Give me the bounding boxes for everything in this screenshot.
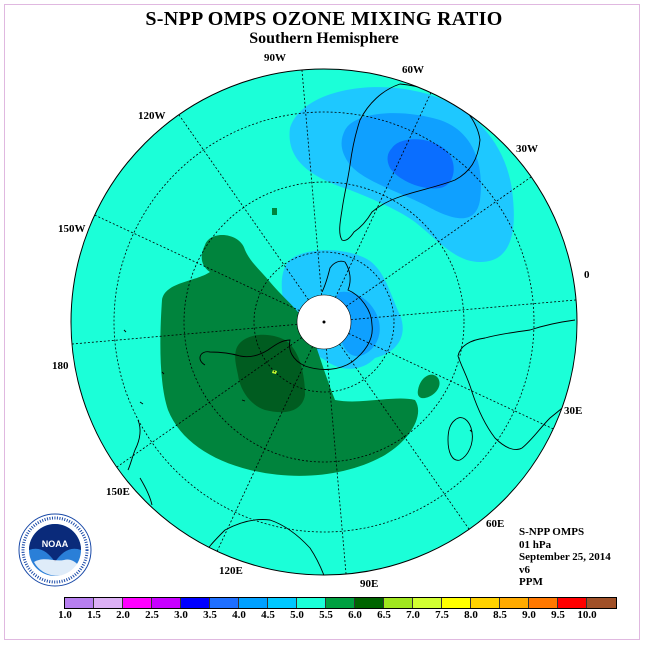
info-date: September 25, 2014 [519,551,611,563]
colorbar-swatch [587,598,616,608]
colorbar-tick-label: 3.5 [203,609,217,621]
colorbar-tick-label: 6.5 [377,609,391,621]
colorbar-swatch [268,598,297,608]
page-subtitle: Southern Hemisphere [249,30,399,47]
lon-label-90e: 90E [360,578,379,590]
noaa-logo-sky [29,524,81,562]
lon-label-30w: 30W [516,143,538,155]
meridian-line [350,299,577,321]
info-block: S-NPP OMPS 01 hPa September 25, 2014 v6 … [519,526,611,589]
colorbar-swatch [355,598,384,608]
page-title: S-NPP OMPS OZONE MIXING RATIO [145,8,503,30]
noaa-logo: NOAA [18,513,92,587]
colorbar-swatch [384,598,413,608]
colorbar-tick-label: 5.0 [290,609,304,621]
colorbar-tick-label: 9.0 [522,609,536,621]
colorbar-swatch [471,598,500,608]
colorbar-tick-label: 2.0 [116,609,130,621]
colorbar-swatch [500,598,529,608]
colorbar-swatch [413,598,442,608]
coastline-madagascar [447,417,473,461]
colorbar-swatch [326,598,355,608]
colorbar-swatch [239,598,268,608]
latitude-circle-2 [183,181,465,463]
colorbar-tick-label: 4.0 [232,609,246,621]
colorbar-tick-label: 4.5 [261,609,275,621]
lon-label-30e: 30E [564,405,583,417]
colorbar-swatch [181,598,210,608]
colorbar [64,597,617,609]
lon-label-180: 180 [52,360,69,372]
colorbar-swatch [558,598,587,608]
colorbar-tick-label: 7.0 [406,609,420,621]
meridian-line [325,348,347,575]
meridian-line [348,333,554,430]
info-instrument: S-NPP OMPS [519,526,585,538]
colorbar-tick-label: 1.0 [58,609,72,621]
meridian-line [71,323,298,345]
meridian-line [116,337,303,468]
colorbar-tick-label: 5.5 [319,609,333,621]
colorbar-swatch [297,598,326,608]
lon-label-150e: 150E [106,486,130,498]
latitude-circle-3 [113,111,535,533]
info-units: PPM [519,576,543,588]
info-version: v6 [519,563,530,576]
meridian-line [345,176,532,307]
colorbar-swatch [94,598,123,608]
colorbar-tick-label: 3.0 [174,609,188,621]
coastline-new-zealand [127,419,153,506]
meridian-line [94,214,300,311]
colorbar-swatch [152,598,181,608]
coastline-africa [457,319,576,450]
contour-green-indian [417,374,440,399]
colorbar-tick-label: 7.5 [435,609,449,621]
info-level: 01 hPa [519,538,552,551]
noaa-logo-ring-text [21,516,89,584]
latitude-circle-1 [253,251,395,393]
colorbar-tick-label: 9.5 [551,609,565,621]
colorbar-swatch [123,598,152,608]
contour-dark-green [235,334,305,413]
colorbar-tick-label: 6.0 [348,609,362,621]
colorbar-tick-label: 10.0 [577,609,597,621]
contour-green-spot [272,208,277,215]
meridian-line [335,92,432,298]
lon-label-120e: 120E [219,565,243,577]
meridian-line [339,343,470,530]
lon-label-120w: 120W [138,110,166,122]
contour-dark-blue-atlantic [387,139,454,189]
coastline-antarctica [199,260,373,370]
coastline-south-america [339,83,481,241]
colorbar-tick-label: 1.5 [87,609,101,621]
colorbar-swatch [529,598,558,608]
colorbar-swatch [442,598,471,608]
colorbar-swatch [210,598,239,608]
lon-label-150w: 150W [58,223,86,235]
lon-label-60w: 60W [402,64,424,76]
colorbar-tick-label: 8.5 [493,609,507,621]
coastline-islands [123,329,473,433]
colorbar-swatch [65,598,94,608]
noaa-logo-wave [34,559,78,576]
meridian-line [216,346,313,552]
noaa-logo-text: NOAA [42,539,69,549]
coastlines [123,83,576,575]
graticule [71,69,577,575]
map-disk-outline [70,68,578,576]
meridian-lines [71,69,577,575]
colorbar-tick-label: 2.5 [145,609,159,621]
page-frame [4,4,640,640]
meridian-line [301,69,323,296]
contour-layer [160,87,514,476]
lon-label-0: 0 [584,269,590,281]
colorbar-tick-label: 8.0 [464,609,478,621]
lon-label-90w: 90W [264,52,286,64]
pole-point [322,320,326,324]
lon-label-60e: 60E [486,518,505,530]
meridian-line [178,114,309,301]
